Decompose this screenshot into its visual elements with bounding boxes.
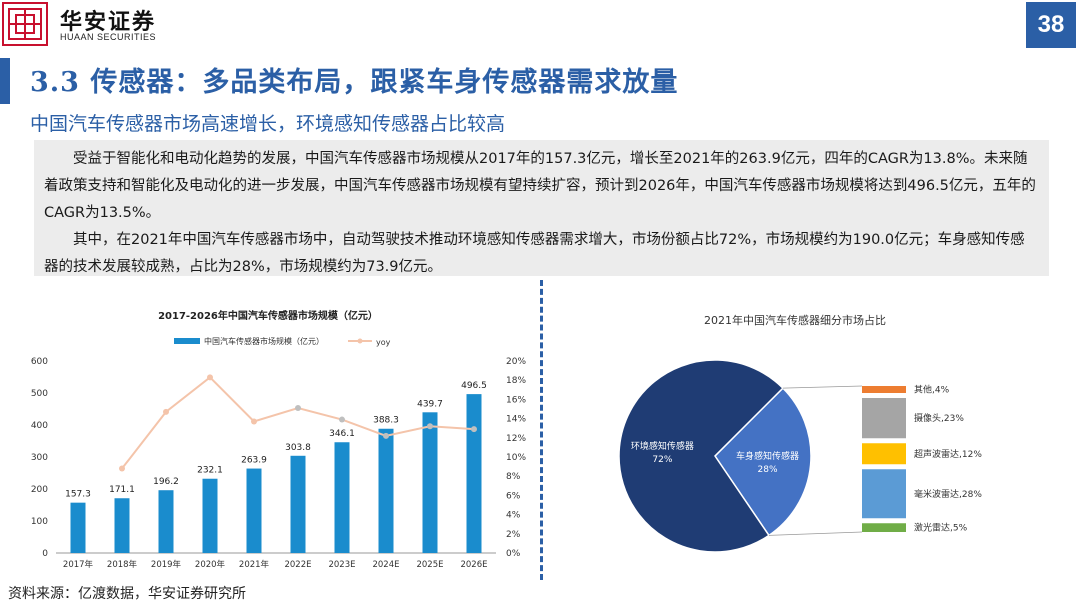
- y-left-tick-label: 0: [42, 549, 48, 559]
- legend-bar-swatch: [174, 338, 200, 344]
- y-right-tick-label: 6%: [506, 491, 521, 501]
- y-right-tick-label: 4%: [506, 511, 521, 521]
- source-note: 资料来源：亿渡数据，华安证券研究所: [8, 586, 246, 602]
- connector-line: [768, 531, 863, 536]
- bar-value-label: 388.3: [373, 416, 399, 426]
- bar-value-label: 496.5: [461, 381, 487, 391]
- x-tick-label: 2021年: [239, 559, 270, 570]
- breakdown-label: 摄像头,23%: [914, 412, 964, 424]
- bar: [466, 394, 482, 553]
- bar: [114, 498, 130, 553]
- breakdown-label: 毫米波雷达,28%: [914, 488, 982, 500]
- bar: [70, 502, 86, 553]
- page-subtitle: 中国汽车传感器市场高速增长，环境感知传感器占比较高: [30, 113, 506, 135]
- title-accent-bar: [0, 58, 10, 104]
- pie-chart-title: 2021年中国汽车传感器细分市场占比: [704, 313, 886, 327]
- y-left-tick-label: 300: [31, 453, 48, 463]
- yoy-point: [427, 423, 433, 430]
- y-right-tick-label: 16%: [506, 395, 526, 405]
- y-left-tick-label: 200: [31, 485, 48, 495]
- bar: [422, 412, 438, 553]
- logo-chinese: 华安证券: [60, 9, 157, 35]
- logo-seal-icon: [8, 8, 42, 40]
- breakdown-label: 其他,4%: [914, 384, 950, 396]
- breakdown-segment: [862, 443, 906, 465]
- yoy-point: [163, 408, 169, 415]
- bar: [334, 442, 350, 553]
- pie-slice-label: 环境感知传感器: [631, 440, 694, 452]
- breakdown-segment: [862, 469, 906, 519]
- y-right-tick-label: 12%: [506, 434, 526, 444]
- x-tick-label: 2023E: [328, 560, 355, 570]
- bar: [158, 490, 174, 553]
- y-right-tick-label: 14%: [506, 415, 526, 425]
- market-size-chart: 2017-2026年中国汽车传感器市场规模（亿元） 中国汽车传感器市场规模（亿元…: [31, 309, 527, 570]
- section-divider: [540, 280, 543, 580]
- y-right-tick-label: 20%: [506, 357, 526, 367]
- breakdown-segment: [862, 386, 906, 393]
- breakdown-segment: [862, 523, 906, 532]
- y-left-tick-label: 400: [31, 421, 48, 431]
- y-right-tick-label: 18%: [506, 376, 526, 386]
- legend-bar-label: 中国汽车传感器市场规模（亿元）: [204, 336, 324, 346]
- yoy-point: [119, 465, 125, 472]
- y-left-tick-label: 100: [31, 517, 48, 527]
- pie-slice: [714, 387, 812, 537]
- legend-line-marker: [357, 338, 363, 344]
- logo-emblem: [2, 2, 48, 46]
- x-tick-label: 2019年: [151, 559, 182, 570]
- breakdown-label: 激光雷达,5%: [914, 522, 968, 534]
- pie-slice: [618, 359, 784, 553]
- pie-slice-label: 车身感知传感器: [736, 450, 799, 462]
- bar-value-label: 346.1: [329, 429, 355, 439]
- bar-chart-title: 2017-2026年中国汽车传感器市场规模（亿元）: [158, 309, 378, 322]
- yoy-point: [207, 374, 213, 381]
- y-left-tick-label: 500: [31, 389, 48, 399]
- yoy-point: [471, 426, 477, 433]
- x-tick-label: 2022E: [284, 560, 311, 570]
- yoy-point: [383, 432, 389, 439]
- bar: [202, 478, 218, 553]
- bar-value-label: 439.7: [417, 399, 443, 409]
- breakdown-segment: [862, 398, 906, 439]
- bar: [246, 468, 262, 553]
- y-right-tick-label: 2%: [506, 530, 521, 540]
- bar: [290, 455, 306, 553]
- bar-value-label: 171.1: [109, 485, 135, 495]
- yoy-point: [339, 416, 345, 423]
- x-tick-label: 2026E: [460, 560, 487, 570]
- bar: [378, 428, 394, 553]
- page-title: 3.3 传感器：多品类布局，跟紧车身传感器需求放量: [30, 67, 679, 98]
- y-right-tick-label: 8%: [506, 472, 521, 482]
- yoy-line: [121, 375, 475, 470]
- bar-value-label: 232.1: [197, 466, 223, 476]
- bar-value-label: 303.8: [285, 443, 311, 453]
- yoy-point: [295, 405, 301, 412]
- logo-english: HUAAN SECURITIES: [60, 32, 157, 42]
- segment-share-chart: 2021年中国汽车传感器细分市场占比 车身感知传感器 28% 环境感知传感器 72% 其…: [618, 313, 982, 553]
- y-right-tick-label: 10%: [506, 453, 526, 463]
- pie-slice-percent: 28%: [758, 465, 778, 475]
- y-left-tick-label: 600: [31, 357, 48, 367]
- yoy-point: [251, 418, 257, 425]
- x-tick-label: 2024E: [372, 560, 399, 570]
- x-tick-label: 2017年: [63, 559, 94, 570]
- breakdown-label: 超声波雷达,12%: [914, 448, 982, 460]
- legend-line-label: yoy: [376, 338, 391, 347]
- x-tick-label: 2018年: [107, 559, 138, 570]
- paragraph-2: 其中，在2021年中国汽车传感器市场中，自动驾驶技术推动环境感知传感器需求增大，…: [44, 232, 1025, 275]
- bar-value-label: 196.2: [153, 477, 179, 487]
- y-right-tick-label: 0%: [506, 549, 521, 559]
- pie-slice-percent: 72%: [652, 455, 672, 465]
- connector-line: [782, 385, 863, 389]
- summary-text-box: 受益于智能化和电动化趋势的发展，中国汽车传感器市场规模从2017年的157.3亿…: [34, 140, 1049, 276]
- x-tick-label: 2025E: [416, 560, 443, 570]
- paragraph-1: 受益于智能化和电动化趋势的发展，中国汽车传感器市场规模从2017年的157.3亿…: [44, 151, 1036, 221]
- bar-value-label: 263.9: [241, 456, 267, 466]
- x-tick-label: 2020年: [195, 559, 226, 570]
- bar-value-label: 157.3: [65, 490, 91, 500]
- page-number: 38: [1026, 2, 1076, 48]
